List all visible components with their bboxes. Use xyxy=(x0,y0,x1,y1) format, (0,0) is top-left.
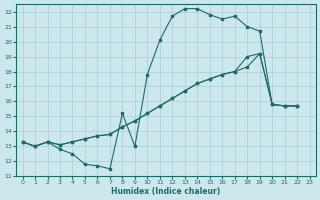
X-axis label: Humidex (Indice chaleur): Humidex (Indice chaleur) xyxy=(111,187,221,196)
